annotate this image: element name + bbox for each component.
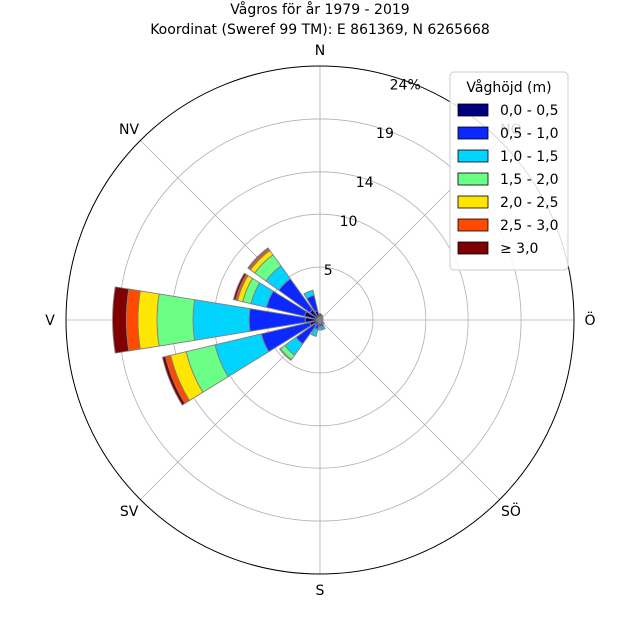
legend-label: 1,0 - 1,5 (500, 149, 558, 165)
rose-bar-segment (318, 313, 322, 321)
legend-label: 0,5 - 1,0 (500, 126, 558, 142)
rose-bar-segment (112, 286, 130, 354)
rose-bar-segment (232, 272, 247, 301)
radial-tick-label: 19 (376, 126, 394, 142)
direction-label: SV (120, 504, 139, 520)
direction-label: V (45, 313, 55, 329)
legend-swatch (457, 241, 489, 255)
rose-bar-segment (317, 326, 323, 331)
chart-subtitle: Koordinat (Sweref 99 TM): E 861369, N 62… (150, 22, 490, 38)
legend-label: 2,0 - 2,5 (500, 195, 558, 211)
direction-label: NV (119, 122, 139, 138)
rose-bar-segment (247, 247, 270, 270)
direction-label: SÖ (501, 502, 521, 520)
chart-title: Vågros för år 1979 - 2019 (230, 1, 409, 18)
legend-swatch (457, 103, 489, 117)
legend-title: Våghöjd (m) (466, 79, 551, 96)
legend-swatch (457, 172, 489, 186)
legend-swatch (457, 218, 489, 232)
legend-items: 0,0 - 0,5 0,5 - 1,0 1,0 - 1,5 1,5 - 2,0 2,0 … (457, 103, 558, 257)
rose-bar-segment (137, 290, 160, 350)
rose-bar-segment (320, 314, 324, 318)
rose-bar-segment (161, 355, 186, 406)
rose-bar-segment (156, 293, 196, 347)
radial-tick-label: 24% (390, 77, 421, 93)
legend-swatch (457, 126, 489, 140)
legend-label: 1,5 - 2,0 (500, 172, 558, 188)
outer-circle (65, 65, 575, 575)
direction-label: N (315, 43, 325, 59)
direction-label: Ö (584, 311, 595, 329)
legend-label: 2,5 - 3,0 (500, 218, 558, 234)
legend-label: 0,0 - 0,5 (500, 103, 558, 119)
radial-tick-label: 14 (356, 175, 374, 191)
legend: Våghöjd (m) 0,0 - 0,5 0,5 - 1,0 1,0 - 1,5 1… (449, 71, 569, 271)
legend-label: ≥ 3,0 (500, 241, 538, 257)
rose-bar-segment (310, 327, 319, 338)
grid-spoke (319, 319, 500, 500)
rose-bar-segment (321, 325, 326, 331)
legend-swatch (457, 149, 489, 163)
radial-tick-label: 10 (340, 214, 358, 230)
rose-bar-segment (303, 289, 315, 300)
legend-swatch (457, 195, 489, 209)
rose-bar-segment (279, 347, 293, 361)
direction-label: S (316, 583, 325, 599)
rose-bar-segment (192, 299, 251, 341)
rose-bar-segment (125, 288, 141, 352)
rose-bars (112, 247, 326, 406)
radial-tick-label: 5 (324, 263, 333, 279)
